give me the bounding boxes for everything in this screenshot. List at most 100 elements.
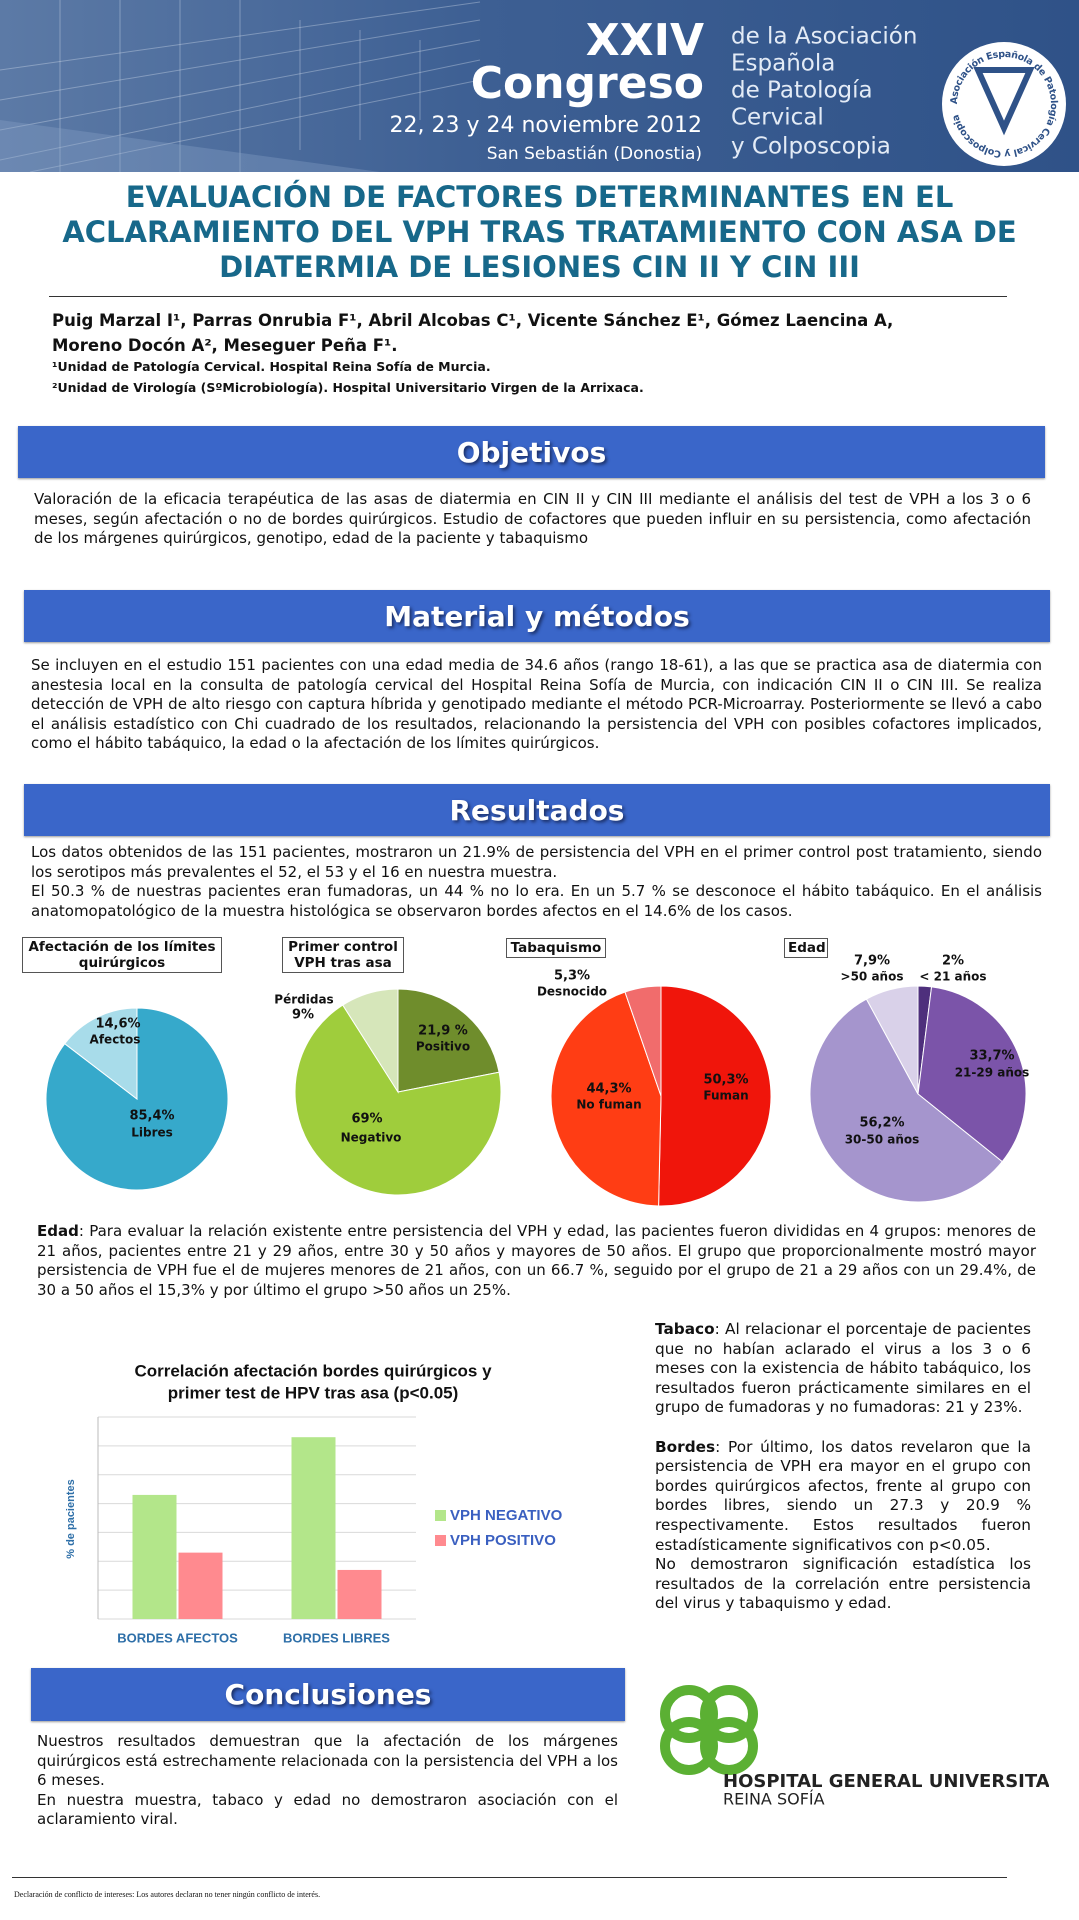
building-pattern: [0, 0, 481, 172]
section-text: Los datos obtenidos de las 151 pacientes…: [31, 843, 1042, 921]
event: Congreso: [471, 58, 704, 109]
place: San Sebastián (Donostia): [487, 144, 702, 164]
slice-value-label: 85,4%: [129, 1109, 174, 1124]
affiliation: ²Unidad de Virología (SºMicrobiología). …: [52, 380, 644, 395]
slice-name-label: 30-50 años: [845, 1133, 920, 1147]
slice-name-label: Negativo: [341, 1131, 402, 1145]
paragraph: El 50.3 % de nuestras pacientes eran fum…: [31, 882, 1042, 920]
society-line: de Patología: [731, 78, 873, 104]
footer-rule: [12, 1877, 1007, 1878]
paragraph: Edad: Para evaluar la relación existente…: [37, 1222, 1036, 1300]
slice-value-label: 9%: [292, 1008, 314, 1023]
hospital-subname: REINA SOFÍA: [723, 1790, 825, 1809]
slice-value-label: 33,7%: [969, 1049, 1014, 1064]
pie-title: Afectación de los límites quirúrgicos: [22, 937, 222, 973]
dates: 22, 23 y 24 noviembre 2012: [389, 113, 702, 138]
bar-chart-title: primer test de HPV tras asa (p<0.05): [168, 1383, 459, 1402]
paragraph: Los datos obtenidos de las 151 pacientes…: [31, 843, 1042, 881]
disclaimer: Declaración de conflicto de intereses: L…: [14, 1890, 321, 1899]
pie-slice: [294, 1004, 502, 1196]
paragraph: Tabaco: Al relacionar el porcentaje de p…: [655, 1320, 1031, 1418]
pie-title: Edad: [784, 938, 828, 958]
pie-slice: [658, 985, 772, 1207]
pie-title: Tabaquismo: [506, 938, 606, 958]
society-line: de la Asociación: [731, 24, 917, 50]
title-line: DIATERMIA DE LESIONES CIN II Y CIN III: [219, 250, 860, 284]
paragraph: Se incluyen en el estudio 151 pacientes …: [31, 656, 1042, 753]
section-text: Nuestros resultados demuestran que la af…: [37, 1732, 618, 1830]
slice-name-label: < 21 años: [919, 970, 986, 984]
slice-name-label: No fuman: [576, 1098, 641, 1112]
bordes-label: Bordes: [655, 1437, 716, 1456]
society-line: Española: [731, 51, 835, 77]
legend-swatch: [435, 1510, 446, 1521]
section-text: Valoración de la eficacia terapéutica de…: [34, 490, 1031, 549]
edad-label: Edad: [37, 1222, 79, 1240]
pie-slice: [550, 991, 662, 1207]
affiliations: ¹Unidad de Patología Cervical. Hospital …: [52, 356, 644, 398]
author-line: Moreno Docón A², Meseguer Peña F¹.: [52, 336, 398, 355]
y-axis-label: % de pacientes: [65, 1479, 77, 1558]
section-heading: Objetivos: [18, 426, 1045, 478]
edad-text: Edad: Para evaluar la relación existente…: [37, 1222, 1036, 1300]
bar-chart-title: Correlación afectación bordes quirúrgico…: [134, 1361, 492, 1380]
logo-rings: [660, 1685, 758, 1775]
paragraph: En nuestra muestra, tabaco y edad no dem…: [37, 1790, 618, 1829]
slice-name-label: Positivo: [416, 1040, 470, 1054]
section-heading: Resultados: [24, 784, 1050, 836]
slice-name-label: Libres: [131, 1126, 173, 1140]
title-line: ACLARAMIENTO DEL VPH TRAS TRATAMIENTO CO…: [62, 215, 1017, 249]
bar: [132, 1494, 177, 1619]
x-tick-label: BORDES AFECTOS: [117, 1630, 238, 1645]
pie-slice: [397, 988, 500, 1093]
slice-name-label: Fuman: [703, 1089, 748, 1103]
society-line: y Colposcopia: [731, 134, 891, 160]
pie-slice: [342, 988, 399, 1094]
header-banner: XXIV Congreso 22, 23 y 24 noviembre 2012…: [0, 0, 1079, 172]
paragraph: Bordes: Por último, los datos revelaron …: [655, 1438, 1031, 1556]
pie-slice: [624, 985, 662, 1097]
slice-value-label: 50,3%: [703, 1073, 748, 1088]
slice-value-label: 44,3%: [586, 1082, 631, 1097]
edad-body: : Para evaluar la relación existente ent…: [37, 1222, 1036, 1299]
section-text: Se incluyen en el estudio 151 pacientes …: [31, 656, 1042, 754]
paragraph: No demostraron significación estadística…: [655, 1555, 1031, 1613]
pie-slice: [917, 986, 1027, 1163]
hospital-name: HOSPITAL GENERAL UNIVERSITARIO: [723, 1771, 1049, 1792]
tabaco-body: : Al relacionar el porcentaje de pacient…: [655, 1320, 1031, 1417]
legend-label: VPH POSITIVO: [450, 1532, 556, 1549]
tabaco-label: Tabaco: [655, 1320, 715, 1338]
bar: [178, 1552, 223, 1619]
slice-name-label: Desnocido: [537, 985, 607, 999]
slice-value-label: 2%: [942, 954, 964, 969]
slice-value-label: 56,2%: [859, 1116, 904, 1131]
pie-slice: [865, 985, 919, 1095]
slice-name-label: Afectos: [90, 1033, 141, 1047]
paragraph: Valoración de la eficacia terapéutica de…: [34, 490, 1031, 548]
bar: [337, 1569, 382, 1619]
legend-label: VPH NEGATIVO: [450, 1507, 563, 1524]
affiliation: ¹Unidad de Patología Cervical. Hospital …: [52, 359, 491, 374]
slice-value-label: 5,3%: [554, 969, 590, 984]
slice-value-label: 69%: [351, 1112, 382, 1127]
edition: XXIV: [586, 15, 704, 66]
logo-mark: [973, 67, 1035, 136]
x-tick-label: BORDES LIBRES: [283, 1630, 390, 1645]
logo-disc: [942, 42, 1066, 166]
building-shade: [0, 120, 380, 172]
right-column: Tabaco: Al relacionar el porcentaje de p…: [655, 1320, 1031, 1614]
slice-value-label: 14,6%: [95, 1017, 140, 1032]
pie-slice: [809, 998, 1003, 1203]
title: EVALUACIÓN DE FACTORES DETERMINANTES EN …: [0, 180, 1079, 285]
paragraph: Nuestros resultados demuestran que la af…: [37, 1732, 618, 1790]
bordes-body: : Por último, los datos revelaron que la…: [655, 1437, 1031, 1554]
banner-background: [0, 0, 1079, 172]
section-heading: Conclusiones: [31, 1668, 625, 1721]
slice-name-label: 21-29 años: [955, 1066, 1030, 1080]
author-line: Puig Marzal I¹, Parras Onrubia F¹, Abril…: [52, 311, 894, 330]
hospital-logo: HOSPITAL GENERAL UNIVERSITARIO REINA SOF…: [660, 1685, 1049, 1809]
bar: [291, 1437, 336, 1619]
